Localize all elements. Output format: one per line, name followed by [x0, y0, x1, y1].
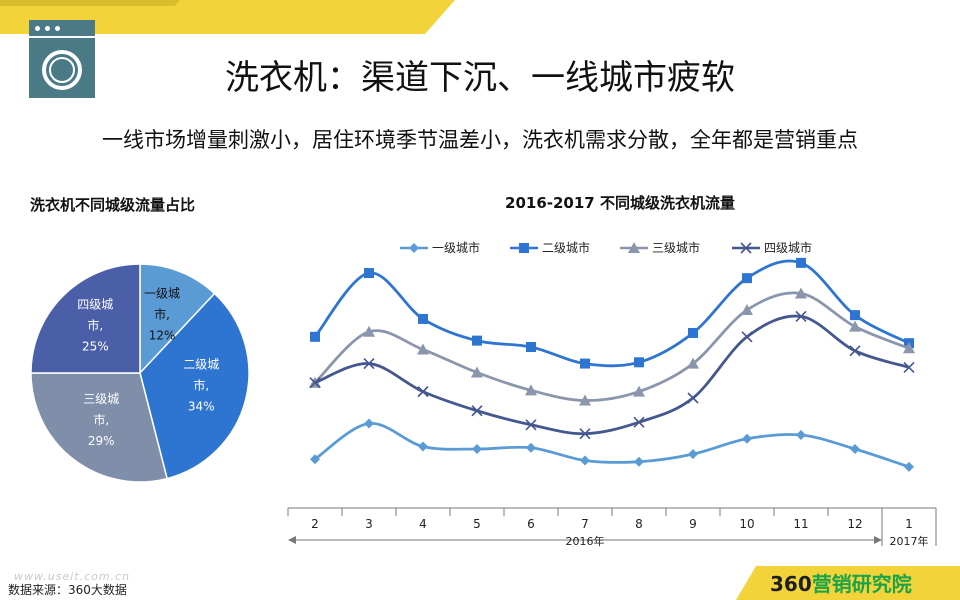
- year-label-2017: 2017年: [890, 534, 929, 548]
- pie-slice-4: [30, 263, 141, 374]
- page-subtitle: 一线市场增量刺激小，居住环境季节温差小，洗衣机需求分散，全年都是营销重点: [102, 128, 858, 152]
- series-1-point-2: [364, 418, 374, 429]
- arrow-right-head: [874, 536, 882, 544]
- legend-marker-1: [409, 243, 419, 253]
- legend-marker-4: [740, 242, 752, 254]
- top-accent-stripe: [0, 0, 455, 34]
- series-2-point-6: [580, 358, 590, 369]
- series-4-point-10: [795, 310, 807, 322]
- line-chart-title: 2016-2017 不同城级洗衣机流量: [505, 194, 735, 212]
- x-tick-label-4: 5: [473, 517, 481, 531]
- pie-slice-label-3: 三级城市, 29%: [83, 392, 119, 448]
- page-title: 洗衣机：渠道下沉、一线城市疲软: [225, 58, 735, 98]
- x-tick-label-3: 4: [419, 517, 427, 531]
- legend-label-1: 一级城市: [432, 240, 480, 255]
- data-source-note: 数据来源：360大数据: [8, 583, 127, 597]
- series-1-point-5: [526, 442, 536, 453]
- legend-marker-2: [519, 243, 529, 253]
- brand-number: 360: [770, 572, 812, 596]
- x-tick-label-1: 2: [311, 517, 319, 531]
- year-label-2016: 2016年: [566, 534, 605, 548]
- series-1-point-8: [688, 449, 698, 460]
- line-chart: 一级城市 二级城市 三级城市 四级城市 2 3 4 5 6 7 8 9 10 11 12 1 2016年 201…: [287, 240, 937, 548]
- x-tick-label-7: 8: [635, 517, 643, 531]
- pie-chart: 一级城市, 12%二级城市, 34% 三级城市, 29% 四级城市, 25%: [30, 263, 250, 483]
- series-2-point-7: [634, 357, 644, 368]
- pie-slice-label-4: 四级城市, 25%: [77, 297, 113, 353]
- series-4-point-8: [687, 392, 699, 404]
- series-3-point-8: [687, 357, 699, 369]
- brand-logo: 360营销研究院: [770, 568, 912, 597]
- series-1-point-1: [310, 454, 320, 465]
- pie-slice-label-2: 二级城市, 34%: [183, 358, 219, 414]
- legend-label-4: 四级城市: [764, 240, 812, 255]
- pie-slice-1: [139, 263, 216, 375]
- series-2-point-5: [526, 342, 536, 352]
- series-1-point-9: [742, 433, 752, 444]
- series-4-point-12: [903, 361, 915, 373]
- series-4-point-11: [849, 345, 861, 357]
- pie-slice-label-1: 一级城市, 12%: [144, 286, 180, 342]
- series-2-point-2: [364, 268, 374, 279]
- x-tick-label-2: 3: [365, 517, 373, 531]
- series-3-point-12: [903, 342, 915, 354]
- series-3-point-10: [795, 287, 807, 299]
- x-tick-label-5: 6: [527, 517, 535, 531]
- pie-slice-2: [139, 292, 250, 480]
- x-tick-label-12: 1: [905, 517, 913, 531]
- pie-chart-title: 洗衣机不同城级流量占比: [30, 196, 196, 214]
- x-tick-label-11: 12: [847, 517, 862, 531]
- brand-text: 营销研究院: [811, 572, 912, 596]
- legend-marker-3: [628, 242, 640, 253]
- series-2-point-9: [742, 273, 752, 284]
- series-2-point-1: [310, 331, 320, 342]
- series-1-point-3: [418, 441, 428, 452]
- series-line-3: [314, 291, 910, 402]
- legend-label-3: 三级城市: [652, 240, 700, 255]
- series-line-2: [313, 259, 910, 368]
- series-1-point-10: [796, 429, 806, 440]
- arrow-left-head: [288, 536, 296, 544]
- series-4-point-3: [417, 386, 429, 398]
- series-2-point-8: [688, 327, 698, 338]
- series-2-point-10: [796, 257, 806, 268]
- series-3-point-4: [471, 366, 483, 378]
- legend-label-2: 二级城市: [542, 240, 590, 255]
- series-4-point-4: [471, 405, 483, 417]
- x-tick-label-6: 7: [581, 517, 589, 531]
- series-4-point-1: [309, 377, 321, 389]
- washing-machine-icon: [29, 20, 95, 98]
- series-1-point-12: [904, 461, 914, 472]
- watermark: www.useit.com.cn: [14, 570, 131, 583]
- series-line-4: [314, 314, 910, 436]
- series-3-point-3: [417, 343, 429, 355]
- x-tick-label-8: 9: [689, 517, 697, 531]
- series-3-point-7: [633, 385, 645, 397]
- series-4-point-6: [579, 428, 591, 440]
- series-2-point-4: [472, 335, 482, 346]
- brand-band: [736, 566, 960, 600]
- series-3-point-2: [363, 325, 375, 337]
- x-tick-label-10: 11: [793, 517, 808, 531]
- pie-slice-3: [30, 372, 169, 483]
- series-3-point-5: [525, 384, 537, 396]
- series-4-point-7: [633, 416, 645, 428]
- series-1-point-6: [580, 455, 590, 466]
- series-4-point-5: [525, 419, 537, 431]
- series-4-point-2: [363, 358, 375, 370]
- series-1-point-11: [850, 444, 860, 454]
- series-3-point-9: [741, 304, 753, 316]
- series-3-point-6: [579, 394, 591, 406]
- series-1-point-4: [472, 444, 482, 454]
- x-tick-label-9: 10: [739, 517, 754, 531]
- series-3-point-11: [849, 320, 861, 332]
- series-2-point-11: [850, 310, 860, 321]
- series-1-point-7: [634, 456, 644, 467]
- series-4-point-9: [741, 331, 753, 343]
- series-2-point-3: [418, 313, 428, 324]
